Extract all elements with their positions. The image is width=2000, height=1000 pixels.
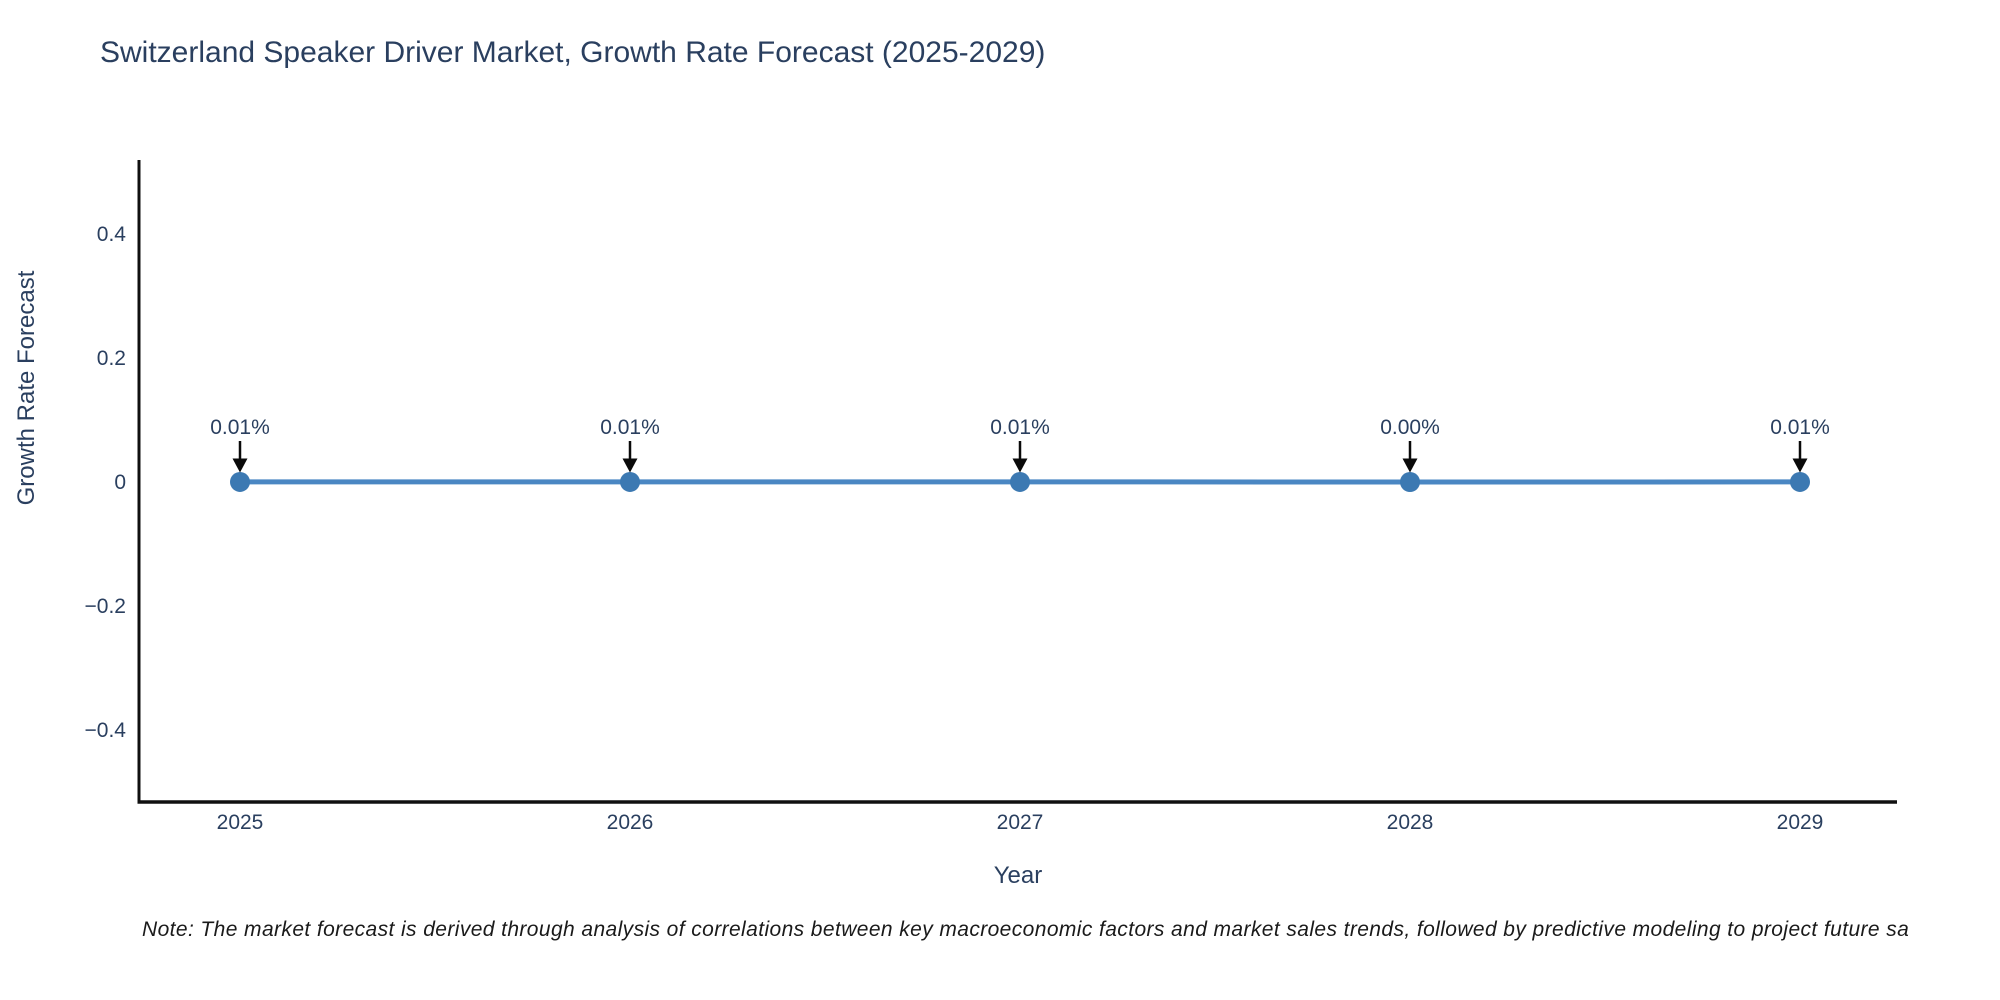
chart-title: Switzerland Speaker Driver Market, Growt… <box>100 36 1046 69</box>
data-point[interactable] <box>1790 471 1810 492</box>
x-tick-label: 2028 <box>1387 811 1434 834</box>
x-tick-label: 2027 <box>997 811 1044 834</box>
data-point[interactable] <box>230 471 250 492</box>
y-tick-label: 0.2 <box>97 347 126 370</box>
annotation-arrowhead-icon <box>232 458 248 473</box>
point-annotation-label: 0.01% <box>600 416 660 439</box>
x-axis-title: Year <box>993 862 1043 889</box>
y-tick-label: −0.2 <box>85 595 126 618</box>
data-point[interactable] <box>620 471 640 492</box>
annotation-arrowhead-icon <box>1792 458 1808 473</box>
x-tick-label: 2029 <box>1777 811 1824 834</box>
point-annotation-label: 0.00% <box>1380 416 1440 439</box>
point-annotation-label: 0.01% <box>210 416 270 439</box>
point-annotation-label: 0.01% <box>990 416 1050 439</box>
annotation-arrowhead-icon <box>622 458 638 473</box>
y-axis-title: Growth Rate Forecast <box>13 270 40 506</box>
annotation-arrowhead-icon <box>1012 458 1028 473</box>
footnote: Note: The market forecast is derived thr… <box>142 918 1910 941</box>
data-point[interactable] <box>1010 471 1030 492</box>
y-tick-label: 0 <box>114 471 126 494</box>
x-tick-label: 2025 <box>217 811 264 834</box>
y-tick-label: −0.4 <box>85 719 127 742</box>
y-tick-label: 0.4 <box>97 223 127 246</box>
annotation-arrowhead-icon <box>1402 458 1418 473</box>
x-tick-label: 2026 <box>607 811 654 834</box>
point-annotation-label: 0.01% <box>1770 416 1830 439</box>
data-point[interactable] <box>1400 472 1420 492</box>
